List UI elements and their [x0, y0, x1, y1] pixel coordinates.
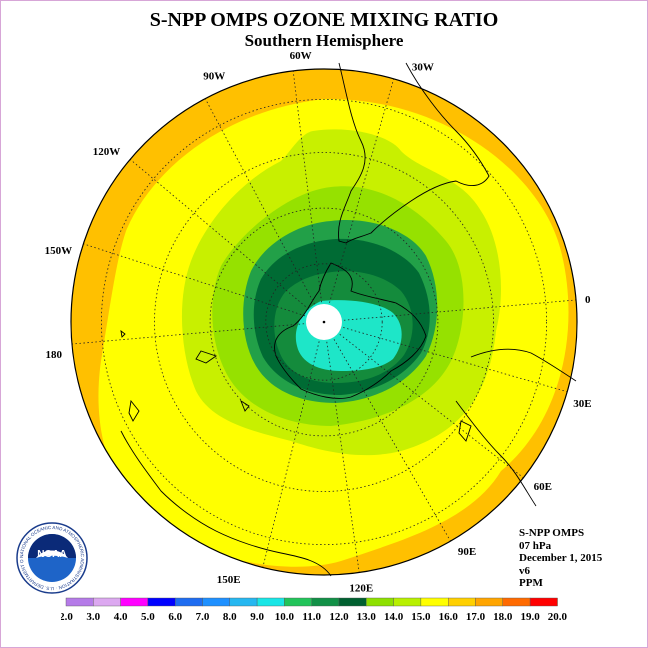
colorbar-tick-label: 10.0 [275, 611, 295, 623]
colorbar-box [202, 597, 230, 607]
colorbar-tick-label: 15.0 [411, 611, 431, 623]
colorbar-box [311, 597, 340, 607]
colorbar: 2.0 3.0 4.0 5.0 6.0 7.0 8.0 9.0 10.0 11.0 12.0 13.0… [61, 597, 568, 623]
antarctica-coast [274, 262, 427, 399]
colorbar-box [529, 597, 558, 607]
colorbar-labels: 2.0 3.0 4.0 5.0 6.0 7.0 8.0 9.0 10.0 11.0 12.0 13.0… [61, 611, 568, 623]
africa-coast-east [455, 400, 537, 507]
colorbar-box [229, 597, 258, 607]
colorbar-tick-label: 17.0 [466, 611, 486, 623]
instrument-label: S-NPP OMPS [519, 527, 585, 539]
colorbar-box [284, 597, 312, 607]
noaa-logo: NATIONAL OCEANIC AND ATMOSPHERIC ADMINIS… [15, 521, 88, 594]
colorbar-box [338, 597, 367, 607]
colorbar-box [366, 597, 394, 607]
latitude-circle [100, 98, 548, 546]
colorbar-tick-label: 13.0 [357, 611, 377, 623]
date-label: December 1, 2015 [519, 552, 603, 564]
meridian-labels: 0 30E 60E 90E 120E 150E 180 150W 120W 90W 60W 30W [45, 50, 592, 594]
latitude-circle [265, 263, 383, 381]
meridian-label: 180 [46, 349, 63, 361]
colorbar-tick-label: 3.0 [86, 611, 100, 623]
colorbar-tick-label: 7.0 [196, 611, 210, 623]
island-madagascar [458, 420, 472, 442]
colorbar-tick-label: 14.0 [384, 611, 404, 623]
colorbar-box [420, 597, 449, 607]
latitude-circle [209, 207, 439, 437]
meridian-label: 30W [412, 62, 434, 74]
colorbar-box [120, 597, 149, 607]
colorbar-tick-label: 18.0 [493, 611, 513, 623]
colorbar-tick-label: 8.0 [223, 611, 237, 623]
meridian-label: 150E [217, 574, 241, 586]
coastlines [120, 62, 577, 577]
colorbar-tick-label: 5.0 [141, 611, 155, 623]
colorbar-tick-label: 20.0 [548, 611, 568, 623]
colorbar-box [448, 597, 476, 607]
colorbar-box [393, 597, 422, 607]
meridian-label: 90E [458, 546, 476, 558]
south-america-east-coast [345, 62, 490, 244]
colorbar-box [93, 597, 121, 607]
colorbar-tick-label: 9.0 [250, 611, 264, 623]
colorbar-box [147, 597, 176, 607]
island-3 [120, 329, 126, 338]
colorbar-box [174, 597, 203, 607]
figure-subtitle: Southern Hemisphere [244, 31, 404, 50]
island-new-zealand [128, 399, 140, 422]
colorbar-tick-label: 16.0 [439, 611, 459, 623]
graticule [71, 70, 577, 573]
colorbar-box [502, 597, 531, 607]
meridian-label: 60E [534, 481, 552, 493]
colorbar-tick-label: 11.0 [302, 611, 321, 623]
colorbar-box [256, 597, 285, 607]
colorbar-tick-label: 6.0 [168, 611, 182, 623]
island-1 [195, 350, 217, 364]
colorbar-tick-label: 4.0 [114, 611, 128, 623]
colorbar-boxes [65, 597, 558, 607]
meridian-label: 0 [585, 294, 591, 306]
colorbar-box [475, 597, 503, 607]
pole-marker [322, 320, 326, 324]
map-boundary [70, 68, 578, 576]
meridian-label: 150W [45, 245, 73, 257]
colorbar-box [65, 597, 94, 607]
meridian-label: 120E [349, 582, 373, 594]
colorbar-tick-label: 12.0 [329, 611, 349, 623]
australia-coast [120, 430, 332, 577]
colorbar-tick-label: 2.0 [61, 611, 73, 623]
meridian-label: 30E [573, 398, 591, 410]
meridian-label: 60W [290, 50, 312, 62]
logo-wordmark: NOAA [37, 549, 66, 560]
pressure-level-label: 07 hPa [519, 539, 552, 552]
units-label: PPM [519, 577, 543, 589]
latitude-circle [154, 152, 494, 492]
colorbar-tick-label: 19.0 [520, 611, 540, 623]
figure-title: S-NPP OMPS OZONE MIXING RATIO [149, 9, 499, 31]
meridian-label: 90W [203, 70, 225, 82]
metadata-block: S-NPP OMPS 07 hPa December 1, 2015 v6 PP… [519, 527, 602, 590]
version-label: v6 [519, 564, 530, 577]
meridian-label: 120W [93, 146, 121, 158]
island-2 [240, 399, 250, 412]
africa-coast-south [470, 348, 577, 382]
